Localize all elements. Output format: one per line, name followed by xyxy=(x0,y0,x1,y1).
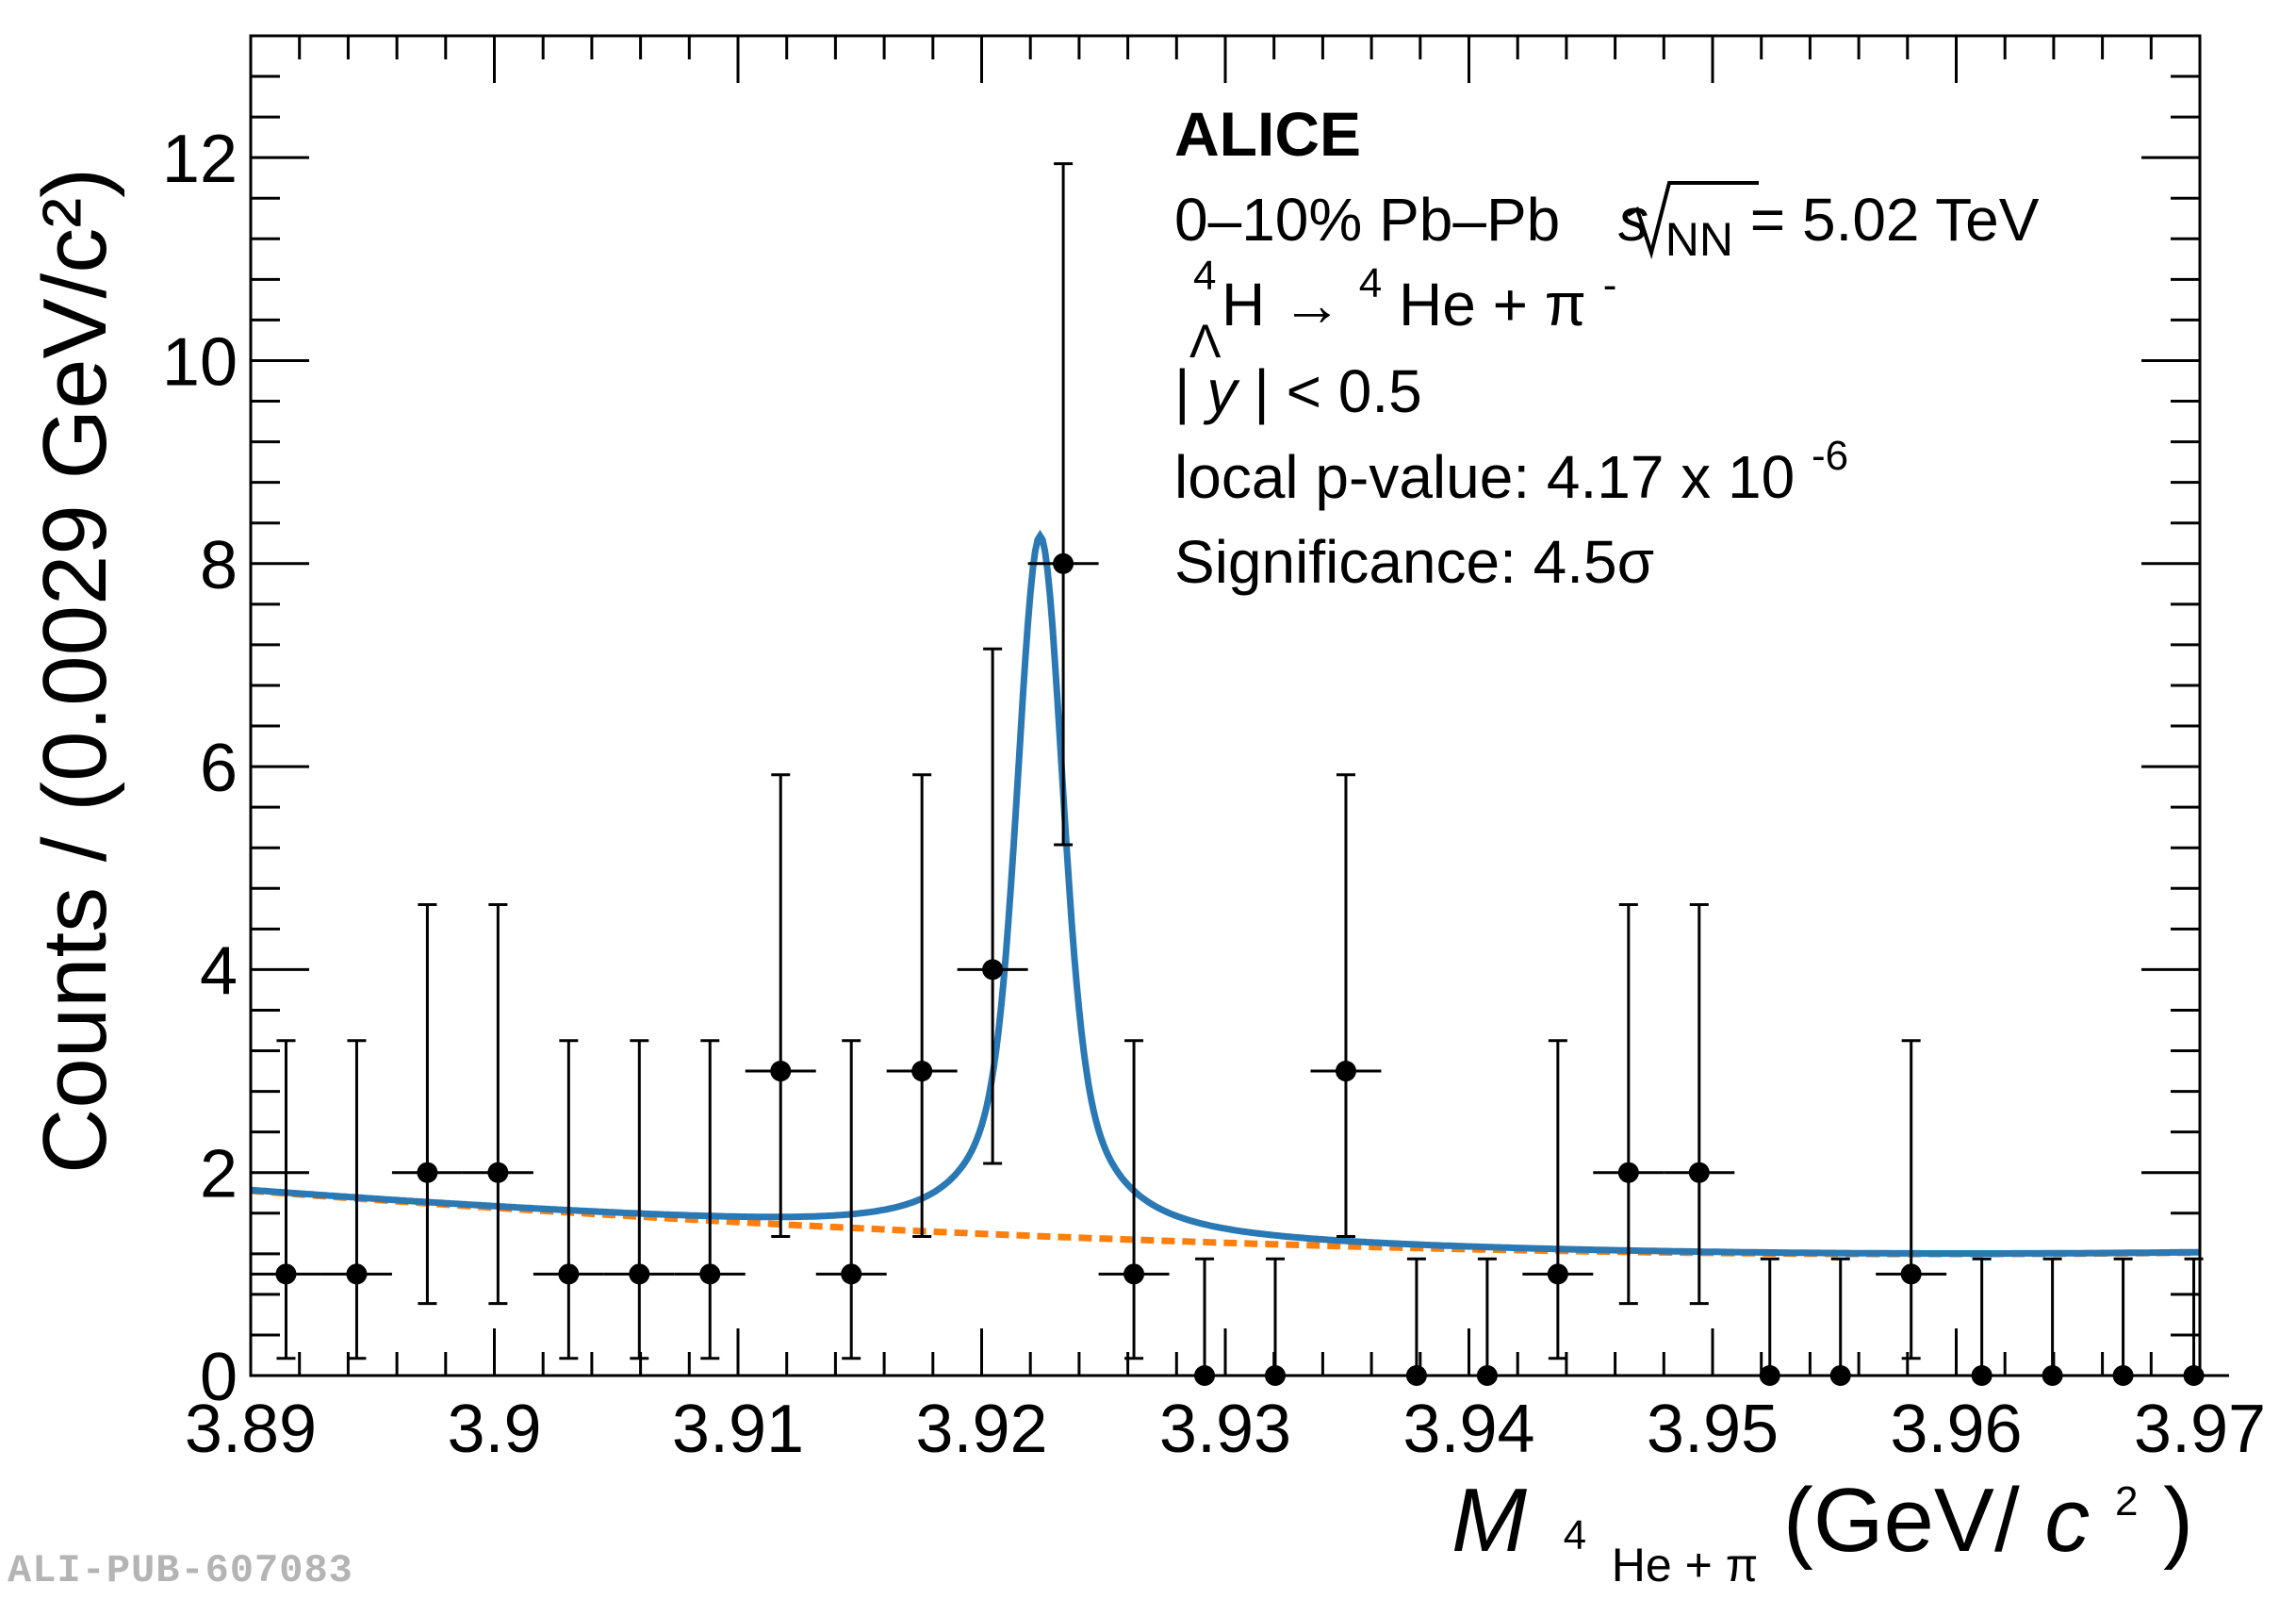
y-axis-title: Counts / (0.0029 GeV/c²) xyxy=(25,168,125,1174)
sqrt-symbol xyxy=(1626,181,1759,260)
data-point xyxy=(2088,1257,2159,1386)
fit-curves xyxy=(250,529,2201,1258)
data-marker xyxy=(1900,1263,1922,1285)
x-tick-label: 3.97 xyxy=(2134,1392,2266,1467)
data-marker xyxy=(417,1162,438,1183)
data-marker xyxy=(1053,552,1074,574)
y-tick-label: 2 xyxy=(200,1137,238,1212)
data-marker xyxy=(629,1263,650,1285)
data-marker xyxy=(558,1263,580,1285)
data-point xyxy=(1098,1039,1170,1360)
y-tick-label: 8 xyxy=(200,528,238,603)
data-marker xyxy=(699,1263,721,1285)
x-tick-label: 3.9 xyxy=(447,1392,541,1467)
collision-label: 0–10% Pb–Pb s NN = 5.02 TeV xyxy=(1174,186,2040,269)
y-tick-label: 12 xyxy=(162,122,238,197)
data-points xyxy=(251,162,2230,1386)
data-point xyxy=(462,902,533,1306)
data-point xyxy=(1381,1257,1452,1386)
x-tick-label: 3.91 xyxy=(672,1392,804,1467)
x-tick-label: 3.95 xyxy=(1647,1392,1779,1467)
data-marker xyxy=(1617,1162,1639,1183)
x-tick-label: 3.92 xyxy=(915,1392,1047,1467)
data-point xyxy=(2158,1257,2230,1386)
data-point xyxy=(1310,773,1382,1239)
data-point xyxy=(1664,902,1735,1306)
x-tick-label: 3.89 xyxy=(185,1392,317,1467)
data-marker xyxy=(1547,1263,1568,1285)
x-axis-title: M 4 He + π (GeV/ c 2 ) xyxy=(1451,1434,2193,1599)
data-point xyxy=(957,647,1028,1165)
y-tick-label: 6 xyxy=(200,731,238,806)
y-tick-label: 10 xyxy=(162,324,238,400)
data-point xyxy=(886,773,958,1239)
background-fit-curve xyxy=(250,1187,2201,1258)
data-marker xyxy=(1688,1162,1710,1183)
decay-label: 4 Λ H → 4 He + π - xyxy=(1189,235,1616,371)
data-point xyxy=(1734,1257,1806,1386)
x-tick-label: 3.93 xyxy=(1159,1392,1291,1467)
x-tick-label: 3.94 xyxy=(1402,1392,1534,1467)
data-marker xyxy=(841,1263,862,1285)
plot-frame xyxy=(249,34,2202,1377)
data-point xyxy=(1522,1039,1594,1360)
data-point xyxy=(1805,1257,1877,1386)
publication-id: ALI-PUB-607083 xyxy=(8,1548,353,1593)
data-point xyxy=(2017,1257,2089,1386)
data-marker xyxy=(275,1263,297,1285)
data-point xyxy=(815,1039,887,1360)
data-point xyxy=(320,1039,392,1360)
data-point xyxy=(1593,902,1665,1306)
data-marker xyxy=(487,1162,509,1183)
data-marker xyxy=(1123,1263,1145,1285)
total-fit-curve xyxy=(250,529,2201,1257)
data-point xyxy=(745,773,816,1239)
annotation-block: ALICE 0–10% Pb–Pb s NN = 5.02 TeV 4 Λ H … xyxy=(1174,99,2040,596)
data-point xyxy=(533,1039,604,1360)
data-point xyxy=(1451,1257,1523,1386)
data-point xyxy=(674,1039,746,1360)
rapidity-label: | y | < 0.5 xyxy=(1174,357,1422,425)
significance-label: Significance: 4.5σ xyxy=(1174,528,1654,596)
pvalue-label: local p-value: 4.17 x 10 -6 xyxy=(1174,433,1848,511)
data-marker xyxy=(346,1263,368,1285)
data-marker xyxy=(982,959,1004,981)
data-point xyxy=(603,1039,675,1360)
x-tick-label: 3.96 xyxy=(1890,1392,2022,1467)
data-marker xyxy=(911,1061,933,1082)
data-point xyxy=(1876,1039,1947,1360)
data-point xyxy=(251,1039,321,1360)
tick-labels: 3.89 3.9 3.91 3.92 3.93 3.94 3.95 3.96 3.97 0 2 4 6 8… xyxy=(162,122,2266,1467)
data-marker xyxy=(1335,1061,1356,1082)
data-point xyxy=(391,902,463,1306)
y-tick-label: 0 xyxy=(200,1340,238,1415)
data-point xyxy=(1169,1257,1240,1386)
experiment-label: ALICE xyxy=(1174,99,1361,169)
data-point xyxy=(1027,162,1099,847)
data-point xyxy=(1239,1257,1311,1386)
y-tick-label: 4 xyxy=(200,933,238,1009)
data-marker xyxy=(770,1061,792,1082)
